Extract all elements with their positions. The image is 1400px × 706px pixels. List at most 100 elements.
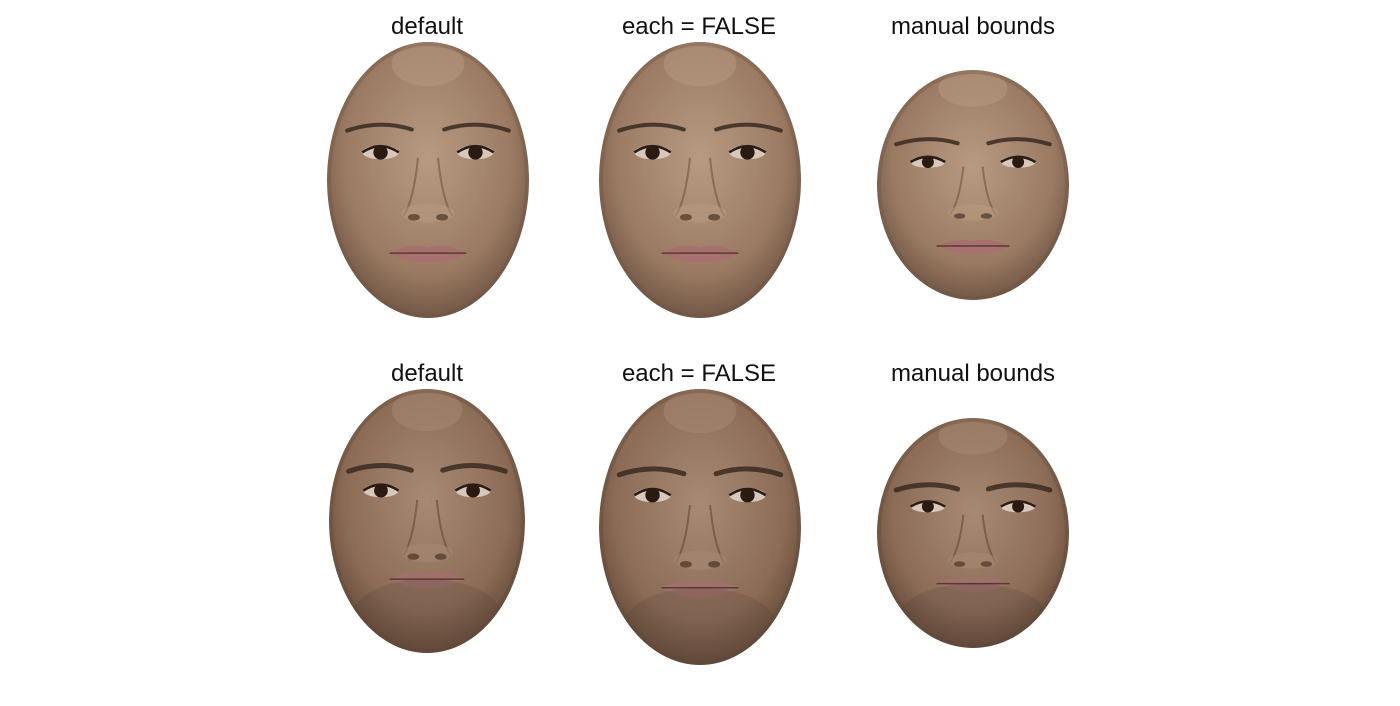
lower-lip [661, 587, 739, 598]
face-portrait [329, 389, 525, 653]
left-eyebrow [616, 466, 687, 478]
eyelid [1000, 155, 1037, 164]
forehead-highlight [938, 418, 1008, 455]
eye-iris [921, 500, 934, 513]
face-skin [877, 70, 1069, 300]
face-female-default [327, 42, 529, 318]
eyelid [909, 155, 946, 164]
nose-tip [673, 550, 727, 570]
eye-iris [374, 483, 388, 498]
right-eyebrow [985, 482, 1053, 493]
lower-lip [936, 245, 1010, 254]
face-edge [599, 42, 801, 318]
nostril [953, 561, 966, 567]
face-portrait [599, 389, 801, 665]
eye-iris [1012, 500, 1025, 513]
eyelid [728, 487, 767, 497]
face-skin [599, 42, 801, 318]
right-eyebrow [440, 462, 508, 474]
eyelid [1000, 500, 1037, 508]
eye-iris [740, 488, 755, 503]
label-row2-default: default [390, 360, 464, 387]
face-edge [877, 418, 1069, 648]
face-portrait [877, 70, 1069, 300]
face-edge [329, 389, 525, 653]
upper-lip [389, 572, 465, 580]
face-skin [599, 389, 801, 665]
label-row2-manual-bounds: manual bounds [890, 360, 1056, 387]
nostril [980, 561, 993, 567]
nose-tip [401, 543, 453, 562]
left-eyebrow [894, 137, 960, 147]
face-male-default [329, 389, 525, 653]
nostril [708, 560, 721, 568]
nostril [679, 560, 692, 568]
forehead-highlight [938, 70, 1008, 107]
nose-tip [401, 203, 455, 223]
eyelid [909, 500, 946, 508]
eyelid [633, 487, 672, 497]
forehead-highlight [391, 42, 465, 87]
face-female-manual-bounds [877, 70, 1069, 300]
face-male-each-false [599, 389, 801, 665]
label-row1-manual-bounds: manual bounds [890, 13, 1056, 40]
eyelid [454, 483, 492, 492]
eye-iris [645, 488, 660, 503]
forehead-highlight [663, 42, 737, 87]
eye-iris [373, 145, 388, 160]
left-eyebrow [346, 462, 414, 474]
nostril [708, 213, 721, 221]
nostril [407, 213, 420, 221]
eye-iris [466, 483, 480, 498]
label-row1-each-false: each = FALSE [621, 13, 777, 40]
nostril [679, 213, 692, 221]
upper-lip [936, 577, 1010, 584]
label-row2-each-false: each = FALSE [621, 360, 777, 387]
eye-iris [1012, 156, 1025, 168]
left-eyebrow [345, 122, 414, 133]
forehead-highlight [663, 389, 737, 434]
face-portrait [877, 418, 1069, 648]
face-edge [599, 389, 801, 665]
eyelid [633, 144, 672, 154]
nose-tip [948, 552, 998, 569]
face-skin [327, 42, 529, 318]
nose-tip [948, 204, 998, 221]
nose-tip [673, 203, 727, 223]
face-edge [877, 70, 1069, 300]
right-eyebrow [442, 122, 511, 133]
eyelid [728, 144, 767, 154]
nostril [407, 553, 420, 560]
upper-lip [661, 245, 739, 254]
stubble-shadow [623, 587, 777, 665]
right-eyebrow [714, 122, 783, 133]
face-skin [329, 389, 525, 653]
face-edge [327, 42, 529, 318]
label-row1-default: default [390, 13, 464, 40]
eye-iris [468, 145, 483, 160]
left-eyebrow [617, 122, 686, 133]
upper-lip [936, 239, 1010, 246]
lower-lip [936, 583, 1010, 592]
eye-iris [740, 145, 755, 160]
upper-lip [389, 245, 467, 254]
eyelid [456, 144, 495, 154]
stubble-shadow [900, 583, 1046, 648]
lower-lip [389, 253, 467, 263]
forehead-highlight [391, 389, 463, 432]
face-male-manual-bounds [877, 418, 1069, 648]
stubble-shadow [352, 579, 502, 653]
left-eyebrow [893, 482, 961, 493]
eye-iris [645, 145, 660, 160]
right-eyebrow [986, 137, 1052, 147]
eye-iris [921, 156, 934, 168]
face-skin [877, 418, 1069, 648]
lower-lip [389, 579, 465, 589]
right-eyebrow [713, 466, 784, 478]
upper-lip [661, 580, 739, 588]
nostril [434, 553, 447, 560]
nostril [436, 213, 449, 221]
face-portrait [327, 42, 529, 318]
face-portrait [599, 42, 801, 318]
eyelid [362, 483, 400, 492]
